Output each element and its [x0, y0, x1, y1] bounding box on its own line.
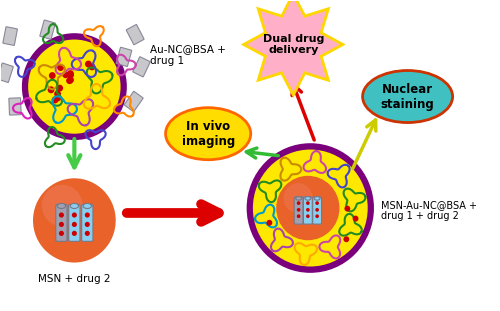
- Circle shape: [316, 201, 319, 205]
- Circle shape: [67, 70, 74, 77]
- Circle shape: [33, 178, 116, 262]
- Circle shape: [66, 77, 73, 84]
- Circle shape: [54, 95, 62, 101]
- Circle shape: [344, 206, 350, 211]
- FancyBboxPatch shape: [133, 57, 150, 77]
- Circle shape: [28, 39, 120, 134]
- Circle shape: [48, 86, 54, 93]
- Text: Au-NC@BSA +
drug 1: Au-NC@BSA + drug 1: [150, 44, 226, 66]
- Circle shape: [49, 72, 56, 79]
- Circle shape: [67, 77, 74, 83]
- FancyBboxPatch shape: [40, 20, 56, 39]
- Ellipse shape: [296, 197, 302, 200]
- Polygon shape: [244, 0, 343, 95]
- Circle shape: [52, 96, 59, 104]
- Circle shape: [85, 61, 92, 67]
- FancyBboxPatch shape: [124, 91, 143, 112]
- Ellipse shape: [58, 203, 66, 208]
- FancyBboxPatch shape: [126, 25, 144, 45]
- Circle shape: [85, 231, 90, 236]
- FancyBboxPatch shape: [68, 204, 80, 241]
- Ellipse shape: [314, 197, 320, 200]
- FancyBboxPatch shape: [294, 197, 303, 224]
- Circle shape: [306, 214, 310, 218]
- Text: Nuclear
staining: Nuclear staining: [380, 82, 434, 110]
- Circle shape: [253, 150, 368, 267]
- FancyBboxPatch shape: [9, 98, 21, 115]
- Circle shape: [72, 231, 77, 236]
- Circle shape: [306, 201, 310, 205]
- Circle shape: [248, 145, 372, 272]
- Circle shape: [67, 72, 74, 78]
- Circle shape: [72, 222, 77, 227]
- Circle shape: [88, 63, 96, 70]
- FancyBboxPatch shape: [56, 204, 67, 241]
- Text: Dual drug
delivery: Dual drug delivery: [262, 34, 324, 55]
- FancyBboxPatch shape: [0, 63, 14, 82]
- Circle shape: [24, 35, 126, 139]
- Circle shape: [59, 231, 64, 236]
- FancyBboxPatch shape: [116, 47, 132, 67]
- Circle shape: [59, 212, 64, 218]
- Circle shape: [56, 85, 63, 92]
- Ellipse shape: [70, 203, 78, 208]
- Ellipse shape: [362, 71, 452, 123]
- Text: In vivo
imaging: In vivo imaging: [182, 120, 235, 148]
- Circle shape: [297, 214, 300, 218]
- Text: MSN + drug 2: MSN + drug 2: [38, 274, 111, 284]
- Ellipse shape: [166, 108, 250, 160]
- Circle shape: [284, 183, 312, 213]
- Circle shape: [62, 71, 69, 78]
- Text: MSN-Au-NC@BSA +
drug 1 + drug 2: MSN-Au-NC@BSA + drug 1 + drug 2: [381, 200, 477, 221]
- Circle shape: [59, 222, 64, 227]
- Circle shape: [316, 208, 319, 212]
- Circle shape: [57, 64, 64, 71]
- Circle shape: [72, 212, 77, 218]
- FancyBboxPatch shape: [82, 204, 93, 241]
- FancyBboxPatch shape: [3, 27, 18, 45]
- Circle shape: [352, 216, 358, 221]
- Ellipse shape: [83, 203, 92, 208]
- Circle shape: [297, 208, 300, 212]
- FancyBboxPatch shape: [312, 197, 322, 224]
- Circle shape: [344, 236, 349, 242]
- Circle shape: [42, 185, 82, 226]
- Circle shape: [276, 176, 340, 240]
- FancyBboxPatch shape: [304, 197, 312, 224]
- Circle shape: [316, 214, 319, 218]
- Circle shape: [266, 220, 272, 226]
- Circle shape: [297, 201, 300, 205]
- Circle shape: [54, 91, 61, 97]
- Circle shape: [306, 208, 310, 212]
- Ellipse shape: [305, 197, 311, 200]
- Circle shape: [85, 222, 90, 227]
- Circle shape: [85, 212, 90, 218]
